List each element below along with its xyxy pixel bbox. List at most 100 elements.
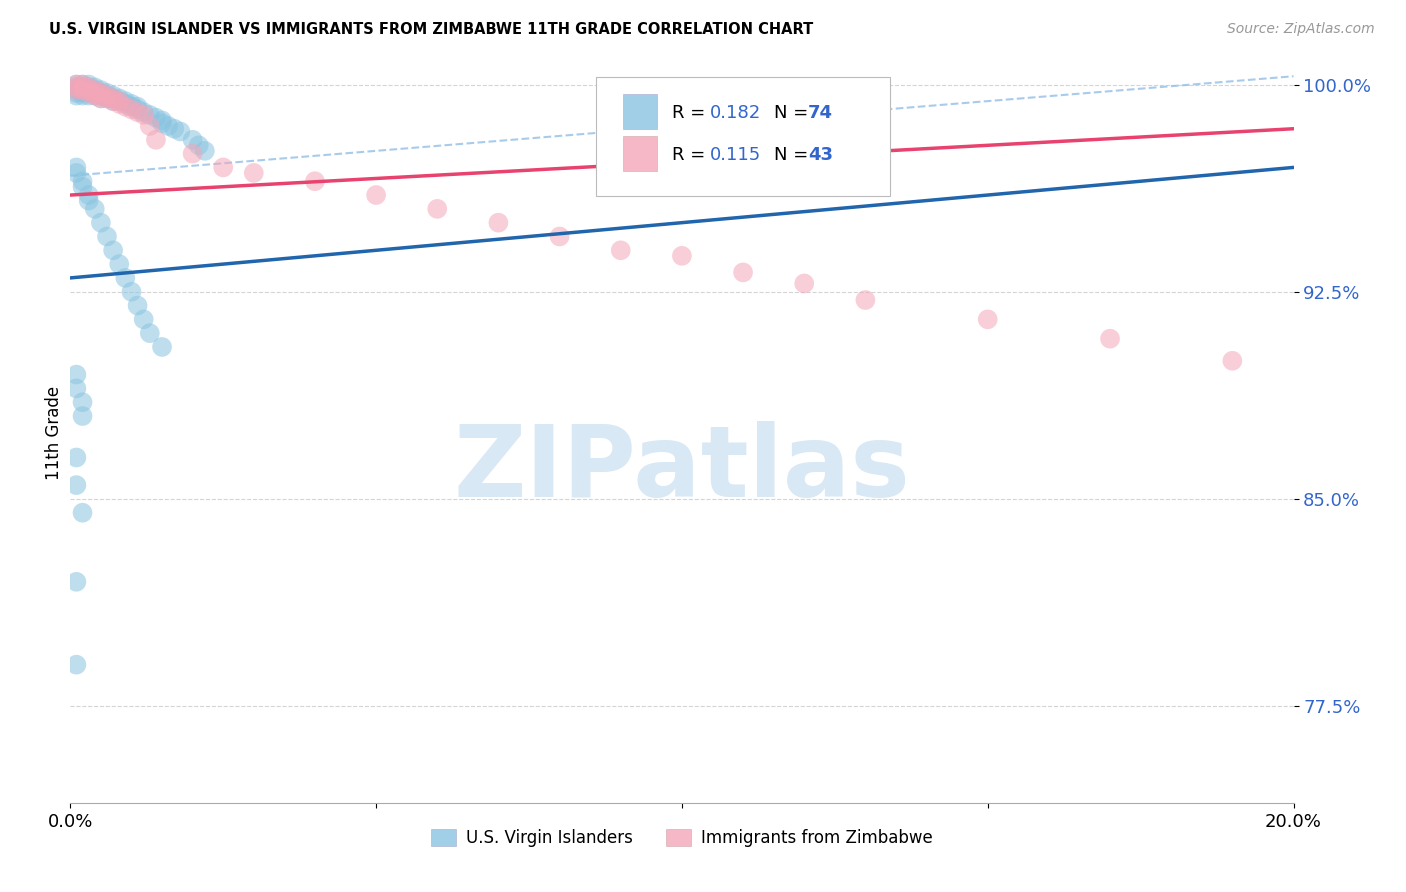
Point <box>96 91 118 105</box>
Point <box>121 103 143 117</box>
Point <box>90 83 112 97</box>
Point <box>150 116 173 130</box>
Point <box>101 244 124 258</box>
Y-axis label: 11th Grade: 11th Grade <box>45 385 63 480</box>
Point <box>65 80 87 95</box>
Point <box>108 257 131 271</box>
Text: R =: R = <box>672 146 711 164</box>
Point <box>488 216 510 230</box>
Point <box>212 161 235 175</box>
Point <box>90 91 112 105</box>
Point <box>83 86 105 100</box>
Point <box>548 229 571 244</box>
Text: N =: N = <box>773 146 814 164</box>
Point <box>243 166 266 180</box>
Point <box>671 249 693 263</box>
Point <box>77 86 100 100</box>
Point <box>77 88 100 103</box>
Point <box>90 91 112 105</box>
Text: Source: ZipAtlas.com: Source: ZipAtlas.com <box>1227 22 1375 37</box>
Point <box>65 78 87 92</box>
Point <box>77 78 100 92</box>
Point <box>72 83 94 97</box>
Text: 74: 74 <box>808 103 832 122</box>
Point <box>72 78 94 92</box>
Point <box>65 381 87 395</box>
Point <box>976 312 998 326</box>
Point <box>72 409 94 423</box>
Point <box>139 326 162 341</box>
Point <box>108 91 131 105</box>
Point <box>72 88 94 103</box>
Point <box>65 83 87 97</box>
Point <box>72 86 94 100</box>
Point <box>121 285 143 299</box>
Point <box>77 80 100 95</box>
Point <box>96 88 118 103</box>
Point <box>1220 353 1243 368</box>
Point <box>181 133 204 147</box>
Point <box>65 166 87 180</box>
Point <box>127 103 149 117</box>
Point <box>733 265 755 279</box>
Point <box>65 88 87 103</box>
Point <box>90 216 112 230</box>
Point <box>163 121 186 136</box>
Point <box>169 124 191 138</box>
Point <box>194 144 217 158</box>
Point <box>96 229 118 244</box>
Point <box>90 86 112 100</box>
Point <box>108 96 131 111</box>
Point <box>72 174 94 188</box>
Text: U.S. VIRGIN ISLANDER VS IMMIGRANTS FROM ZIMBABWE 11TH GRADE CORRELATION CHART: U.S. VIRGIN ISLANDER VS IMMIGRANTS FROM … <box>49 22 814 37</box>
Point <box>96 86 118 100</box>
Point <box>83 88 105 103</box>
Point <box>65 574 87 589</box>
Point <box>77 86 100 100</box>
Point <box>114 94 136 108</box>
Point <box>132 105 155 120</box>
Point <box>65 80 87 95</box>
Point <box>127 100 149 114</box>
Point <box>77 83 100 97</box>
Point <box>114 271 136 285</box>
Point <box>145 133 167 147</box>
Point <box>114 96 136 111</box>
FancyBboxPatch shape <box>623 94 658 129</box>
Text: 0.115: 0.115 <box>710 146 761 164</box>
Point <box>65 368 87 382</box>
Text: 0.182: 0.182 <box>710 103 761 122</box>
Point <box>77 80 100 95</box>
Point <box>181 146 204 161</box>
Point <box>77 188 100 202</box>
Point <box>72 179 94 194</box>
Point <box>65 86 87 100</box>
Point <box>855 293 877 307</box>
Point <box>101 94 124 108</box>
Point <box>83 202 105 216</box>
Point <box>72 83 94 97</box>
Text: R =: R = <box>672 103 711 122</box>
Point <box>150 113 173 128</box>
Point <box>101 91 124 105</box>
Legend: U.S. Virgin Islanders, Immigrants from Zimbabwe: U.S. Virgin Islanders, Immigrants from Z… <box>425 822 939 854</box>
Point <box>426 202 449 216</box>
Point <box>65 161 87 175</box>
Point <box>121 100 143 114</box>
Point <box>127 299 149 313</box>
FancyBboxPatch shape <box>596 78 890 195</box>
Point <box>121 96 143 111</box>
Point <box>139 119 162 133</box>
Text: N =: N = <box>773 103 814 122</box>
Point <box>65 83 87 97</box>
Point <box>101 91 124 105</box>
Point <box>65 657 87 672</box>
Point <box>72 80 94 95</box>
Point <box>90 88 112 103</box>
Point <box>90 88 112 103</box>
Point <box>72 80 94 95</box>
Point <box>157 119 180 133</box>
Point <box>101 94 124 108</box>
Point <box>304 174 326 188</box>
Point <box>72 395 94 409</box>
